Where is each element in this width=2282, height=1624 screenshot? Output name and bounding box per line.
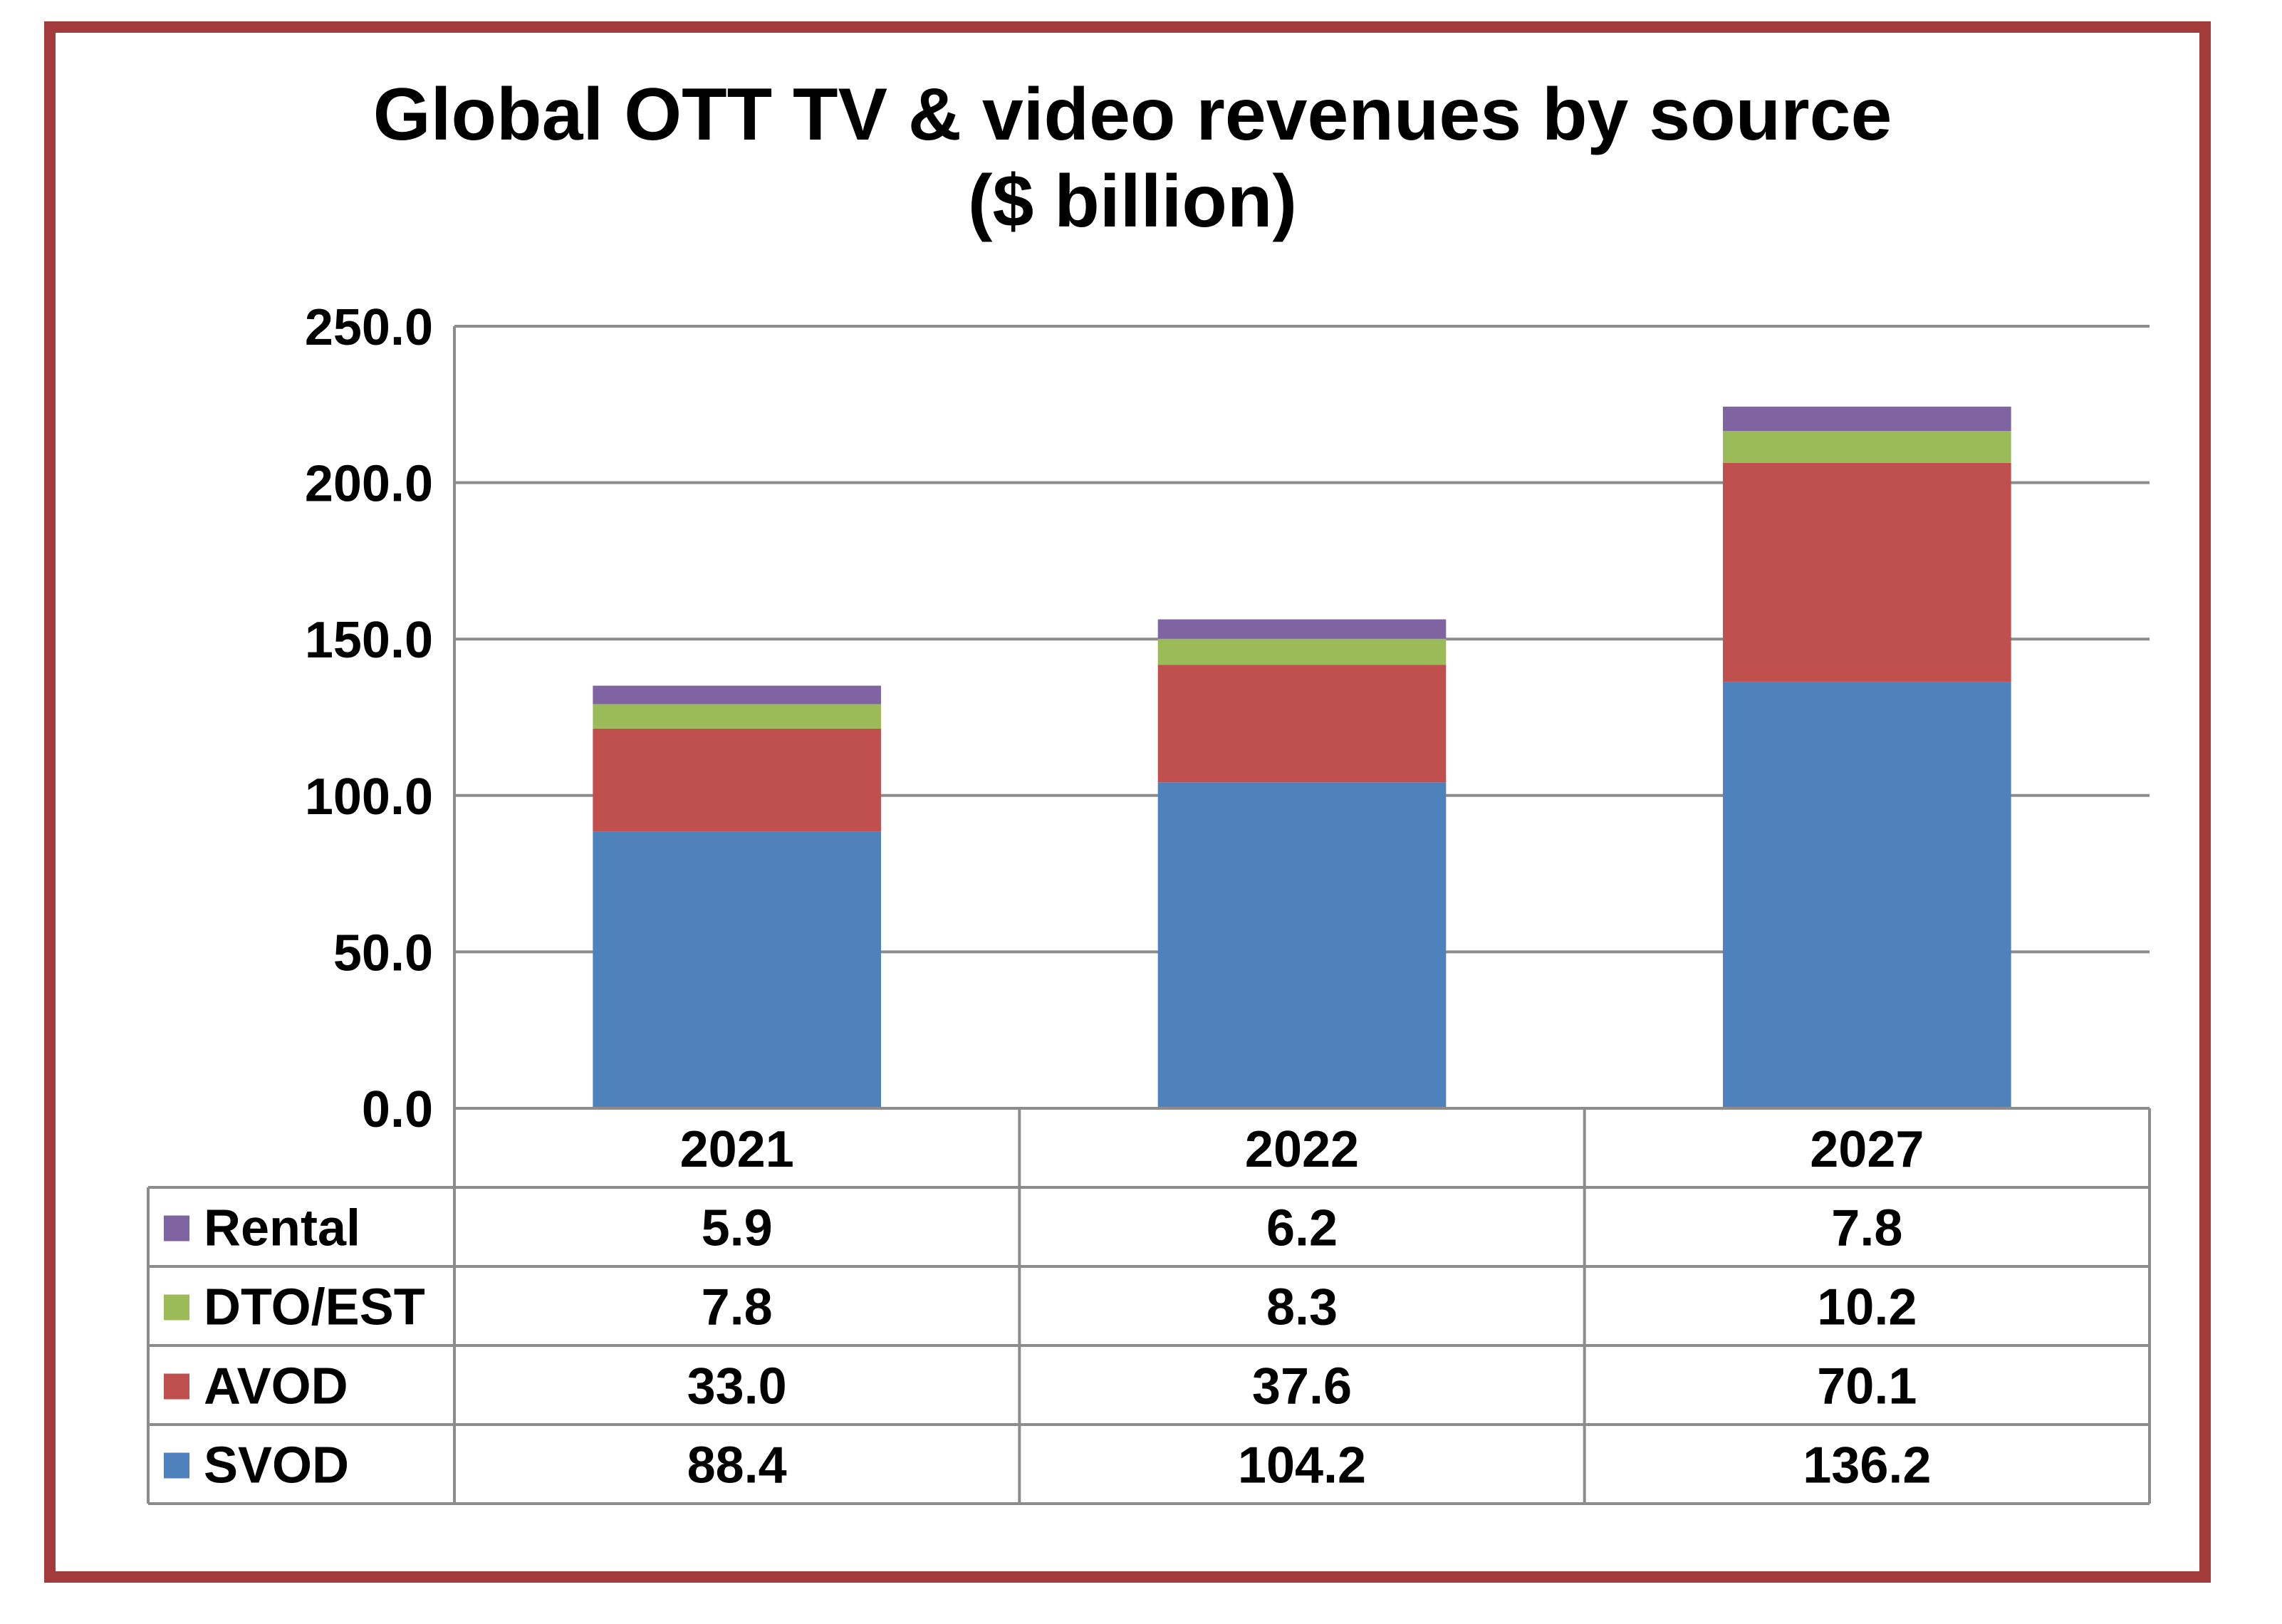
x-tick-label: 2022 <box>1245 1121 1359 1178</box>
y-tick-label: 250.0 <box>305 299 433 356</box>
bar-svod-2022 <box>1157 782 1447 1108</box>
legend-swatch-svod <box>164 1452 189 1479</box>
chart-title: Global OTT TV & video revenues by source <box>373 73 1892 156</box>
y-tick-label: 100.0 <box>305 769 433 826</box>
legend-swatch-rental <box>164 1215 189 1242</box>
data-label-svod-2022: 104.2 <box>1238 1437 1366 1494</box>
bar-rental-2027 <box>1723 406 2011 432</box>
y-tick-label: 150.0 <box>305 612 433 669</box>
legend-label-rental: Rental <box>204 1200 360 1257</box>
bar-dto-est-2027 <box>1723 431 2011 463</box>
x-tick-label: 2021 <box>680 1121 794 1178</box>
data-label-svod-2021: 88.4 <box>687 1437 787 1494</box>
data-label-dto-est-2022: 8.3 <box>1266 1279 1338 1336</box>
chart-frame: Global OTT TV & video revenues by source… <box>44 21 2211 1583</box>
data-label-svod-2027: 136.2 <box>1803 1437 1931 1494</box>
bar-stack-area <box>593 406 2011 1108</box>
legend-swatch-dto-est <box>164 1294 189 1321</box>
bar-avod-2021 <box>593 728 881 832</box>
bar-rental-2022 <box>1157 619 1447 639</box>
bar-rental-2021 <box>593 685 881 704</box>
y-axis: 0.0 50.0 100.0 150.0 200.0 250.0 <box>305 299 456 1138</box>
data-label-rental-2022: 6.2 <box>1266 1200 1338 1257</box>
data-label-avod-2027: 70.1 <box>1817 1358 1917 1415</box>
chart: Global OTT TV & video revenues by source… <box>147 73 2151 1505</box>
bar-dto-est-2021 <box>593 704 881 729</box>
y-tick-label: 200.0 <box>305 456 433 513</box>
bar-dto-est-2022 <box>1157 638 1447 665</box>
data-label-avod-2022: 37.6 <box>1252 1358 1352 1415</box>
data-label-dto-est-2021: 7.8 <box>702 1279 773 1336</box>
data-table: 2021 2022 2027 Rental 5.9 6.2 7.8 DTO/EST 7.8 8.3… <box>147 1107 2151 1505</box>
bar-avod-2022 <box>1157 665 1447 783</box>
data-label-avod-2021: 33.0 <box>687 1358 787 1415</box>
legend-label-dto-est: DTO/EST <box>204 1279 425 1336</box>
bar-avod-2027 <box>1723 462 2011 682</box>
data-label-dto-est-2027: 10.2 <box>1817 1279 1917 1336</box>
legend-swatch-avod <box>164 1373 189 1400</box>
bar-svod-2027 <box>1723 682 2011 1108</box>
data-label-rental-2027: 7.8 <box>1831 1200 1902 1257</box>
legend-label-svod: SVOD <box>204 1437 349 1494</box>
y-tick-label: 0.0 <box>362 1081 433 1138</box>
x-tick-label: 2027 <box>1810 1121 1924 1178</box>
y-tick-label: 50.0 <box>333 925 433 982</box>
data-label-rental-2021: 5.9 <box>702 1200 773 1257</box>
chart-subtitle: ($ billion) <box>968 160 1297 243</box>
bar-svod-2021 <box>593 831 881 1108</box>
legend-label-avod: AVOD <box>204 1358 348 1415</box>
